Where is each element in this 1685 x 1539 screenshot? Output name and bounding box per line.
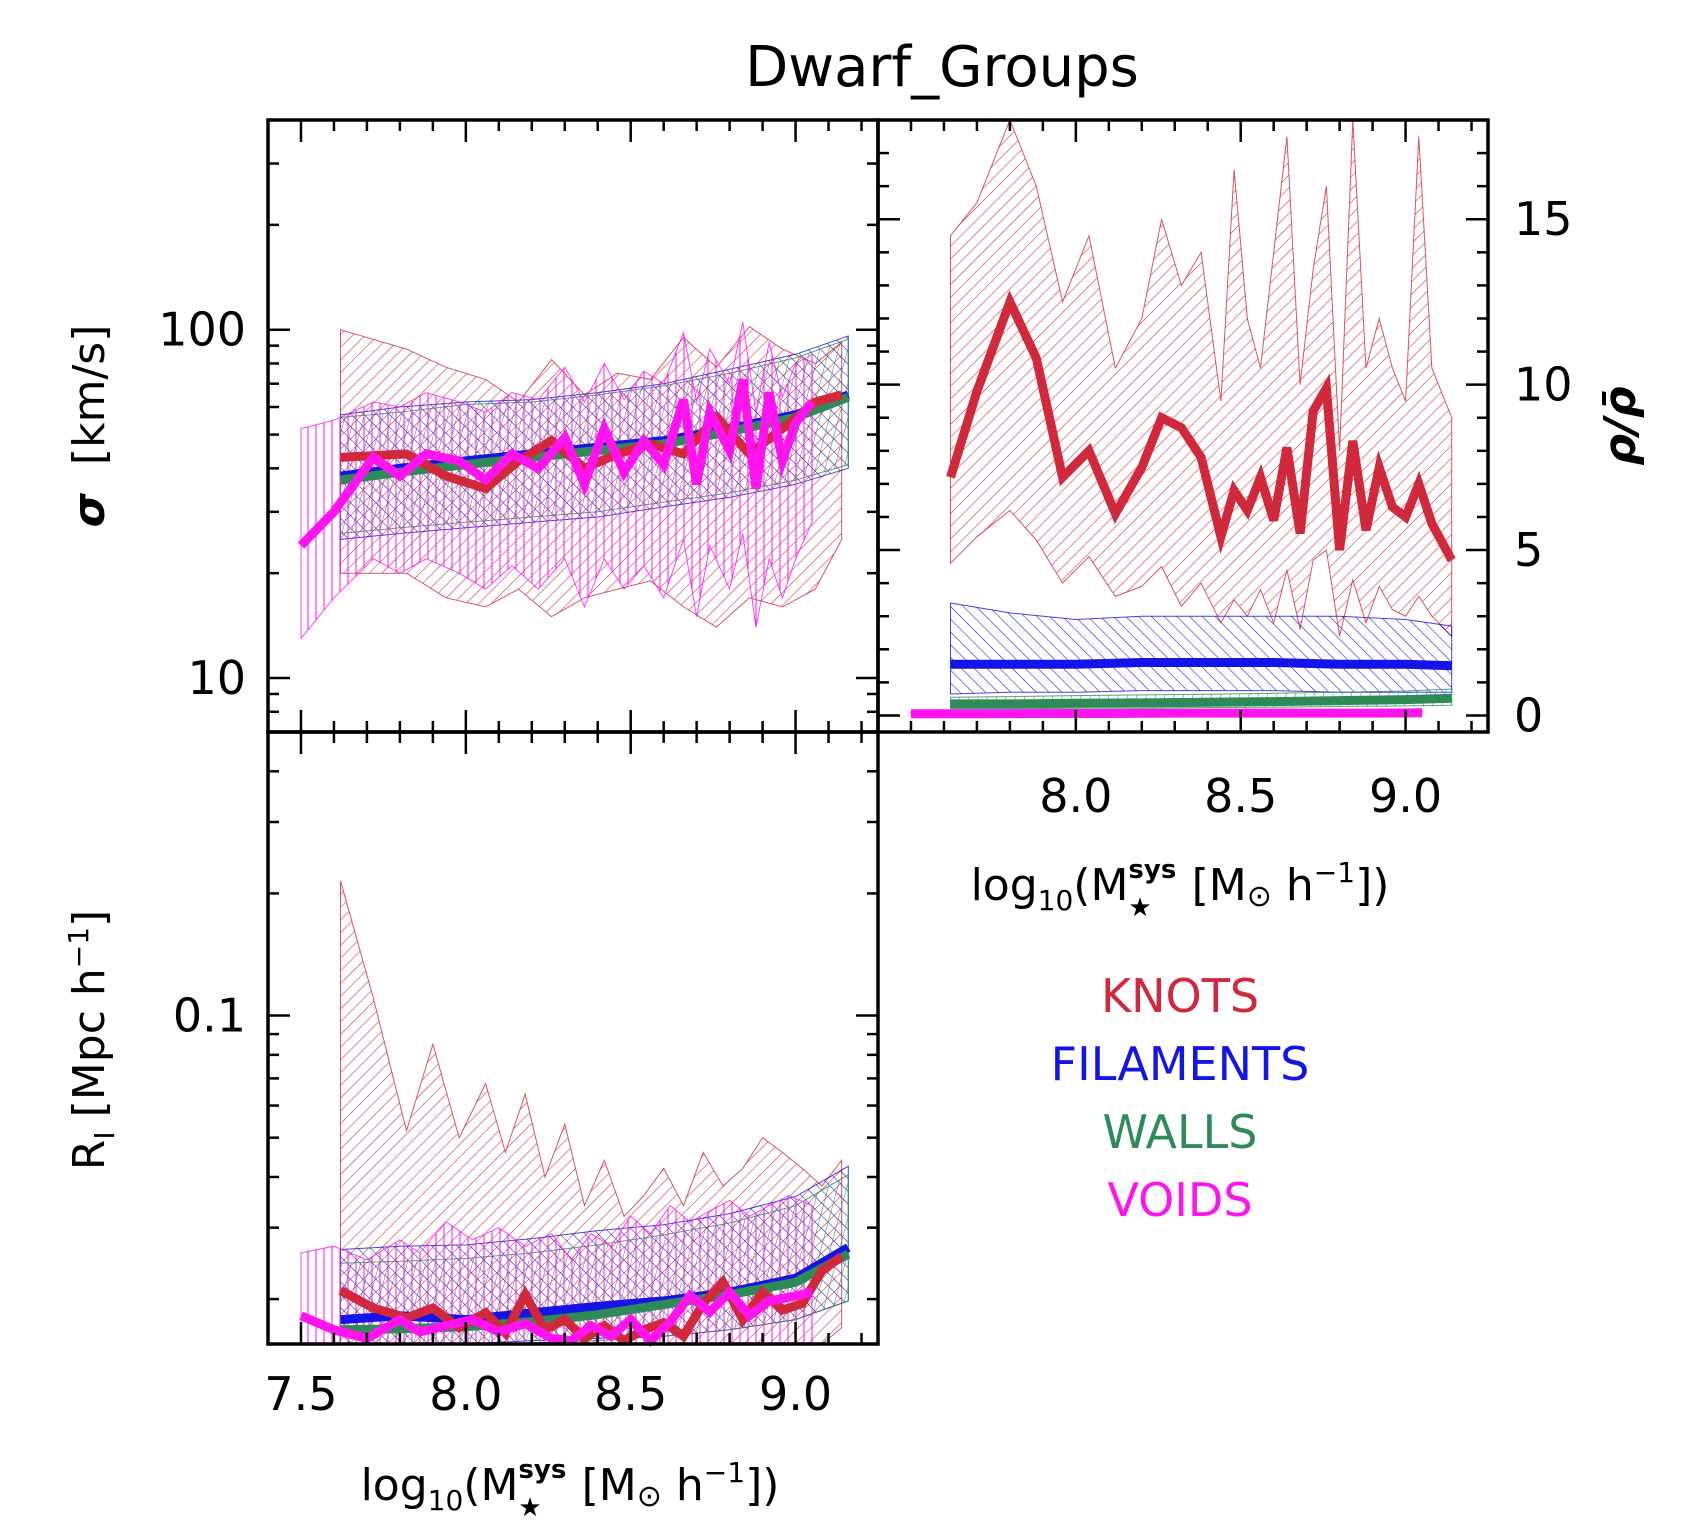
density-line-walls bbox=[950, 693, 1452, 709]
panel-density: 8.0 8.5 9.0 0 5 10 15 bbox=[876, 118, 1573, 823]
density-ytick-label: 15 bbox=[1514, 192, 1573, 246]
radius-lines bbox=[299, 1243, 851, 1347]
density-y-label: ρ/ρ̄ bbox=[1595, 386, 1646, 465]
sigma-y-label-unit: [km/s] bbox=[64, 325, 115, 465]
sigma-ytick-label: 100 bbox=[158, 303, 246, 357]
svg-text:σ [km/s]: σ [km/s] bbox=[64, 325, 115, 528]
radius-y-label-sub: I bbox=[88, 1131, 121, 1139]
density-band-filaments bbox=[950, 602, 1453, 695]
radius-xtick-label: 9.0 bbox=[759, 1367, 832, 1421]
legend: KNOTS FILAMENTS WALLS VOIDS bbox=[1051, 969, 1310, 1227]
panel-sigma: 10 100 bbox=[158, 118, 880, 734]
legend-voids: VOIDS bbox=[1107, 1173, 1252, 1227]
sigma-y-label-symbol: σ bbox=[64, 492, 115, 527]
radius-line-voids bbox=[299, 1285, 814, 1347]
density-bands bbox=[910, 118, 1453, 716]
legend-filaments: FILAMENTS bbox=[1051, 1037, 1310, 1091]
radius-y-label-exp: −1 bbox=[62, 927, 95, 968]
radius-y-label: RI [Mpc h−1] bbox=[62, 910, 121, 1170]
figure-title: Dwarf_Groups bbox=[745, 35, 1139, 100]
radius-xtick-label: 8.5 bbox=[594, 1367, 667, 1421]
radius-ticks: 7.5 8.0 8.5 9.0 0.1 bbox=[173, 730, 878, 1421]
density-xtick-label: 8.5 bbox=[1204, 769, 1277, 823]
panel-radius: 7.5 8.0 8.5 9.0 0.1 bbox=[173, 730, 880, 1421]
density-ticks: 8.0 8.5 9.0 0 5 10 15 bbox=[876, 118, 1573, 823]
density-ytick-label: 0 bbox=[1514, 688, 1543, 742]
density-xtick-label: 8.0 bbox=[1039, 769, 1112, 823]
density-ytick-label: 5 bbox=[1514, 523, 1543, 577]
density-lines bbox=[911, 290, 1456, 719]
radius-x-label: log10(Msys ★ [M⊙ h−1]) bbox=[361, 1455, 780, 1523]
density-xtick-label: 9.0 bbox=[1369, 769, 1442, 823]
sigma-ytick-label: 10 bbox=[187, 651, 246, 705]
density-ytick-label: 10 bbox=[1514, 358, 1573, 412]
radius-y-label-unit: [Mpc h bbox=[64, 968, 115, 1117]
radius-xtick-label: 8.0 bbox=[429, 1367, 502, 1421]
legend-knots: KNOTS bbox=[1101, 969, 1259, 1023]
radius-ytick-label: 0.1 bbox=[173, 989, 246, 1043]
sigma-line-voids bbox=[297, 378, 816, 549]
density-line-knots bbox=[946, 290, 1456, 563]
sigma-y-label: σ [km/s] bbox=[64, 325, 115, 528]
density-frame bbox=[876, 118, 1490, 734]
density-line-filaments bbox=[950, 658, 1452, 671]
legend-walls: WALLS bbox=[1103, 1105, 1258, 1159]
radius-y-label-main: R bbox=[64, 1140, 115, 1171]
sigma-ticks: 10 100 bbox=[158, 118, 878, 734]
density-x-label: log10(Msys ★ [M⊙ h−1]) bbox=[971, 855, 1390, 923]
svg-text:ρ/ρ̄: ρ/ρ̄ bbox=[1595, 386, 1646, 465]
sigma-lines bbox=[297, 378, 850, 549]
radius-bands bbox=[300, 880, 849, 1345]
radius-y-label-close: ] bbox=[64, 910, 115, 927]
density-line-voids bbox=[911, 708, 1423, 719]
radius-frame bbox=[266, 730, 880, 1346]
svg-text:RI[Mpc h−1]: RI [Mpc h−1] bbox=[62, 910, 121, 1170]
sigma-bands bbox=[300, 322, 849, 640]
density-band-knots bbox=[950, 118, 1453, 638]
radius-xtick-label: 7.5 bbox=[264, 1367, 337, 1421]
